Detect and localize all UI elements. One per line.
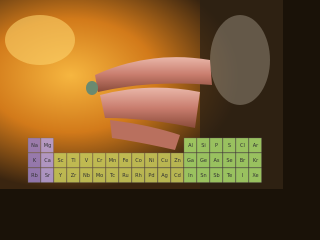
- element-symbol: Br: [240, 158, 246, 164]
- element-symbol: Y: [58, 173, 63, 179]
- element-symbol: Al: [188, 143, 193, 149]
- element-symbol: Sr: [45, 173, 51, 179]
- element-cell: [105, 167, 119, 183]
- element-symbol: Rb: [31, 173, 38, 179]
- element-cell: [118, 167, 132, 183]
- element-symbol: Cr: [97, 158, 103, 164]
- photo: Na Mg Al Si P S Cl Ar K Ca Sc Ti V Cr Mn Fe Co Ni Cu Zn Ga Ge…: [0, 0, 283, 189]
- element-symbol: In: [188, 173, 193, 179]
- bacon: [86, 57, 212, 150]
- element-symbol: Te: [226, 173, 232, 179]
- element-symbol: Tc: [109, 173, 115, 179]
- element-cell: [170, 152, 184, 168]
- bacon-slice: [110, 120, 180, 150]
- element-symbol: I: [242, 173, 243, 179]
- element-cell: [183, 152, 197, 168]
- element-cell: [209, 152, 223, 168]
- element-cell: [157, 167, 171, 183]
- element-symbol: Fe: [123, 158, 129, 164]
- element-symbol: Zr: [71, 173, 77, 179]
- element-cell: [27, 137, 41, 153]
- element-cell: [118, 152, 132, 168]
- element-symbol: Mn: [109, 158, 116, 164]
- element-cell: [248, 152, 262, 168]
- element-symbol: Zn: [174, 158, 181, 164]
- element-symbol: Rh: [135, 173, 142, 179]
- element-symbol: Cl: [240, 143, 245, 149]
- element-symbol: Cd: [174, 173, 181, 179]
- element-symbol: P: [215, 143, 218, 149]
- element-symbol: Mo: [96, 173, 103, 179]
- element-cell: [92, 152, 106, 168]
- element-cell: [196, 152, 210, 168]
- element-symbol: Cu: [161, 158, 168, 164]
- element-cell: [144, 167, 158, 183]
- bacon-slice: [100, 87, 200, 128]
- page: Na Mg Al Si P S Cl Ar K Ca Sc Ti V Cr Mn Fe Co Ni Cu Zn Ga Ge…: [0, 0, 283, 189]
- element-cell: [209, 137, 223, 153]
- element-cell: [53, 167, 67, 183]
- element-symbol: Ge: [200, 158, 207, 164]
- element-symbol: Ca: [44, 158, 51, 164]
- element-cell: [27, 152, 41, 168]
- element-cell: [27, 167, 41, 183]
- bacon-slice: [95, 57, 212, 92]
- element-cell: [40, 137, 54, 153]
- element-cell: [235, 137, 249, 153]
- element-symbol: Na: [31, 143, 38, 149]
- element-symbol: V: [85, 158, 89, 164]
- element-symbol: Ru: [122, 173, 128, 179]
- element-symbol: Xe: [252, 173, 258, 179]
- element-symbol: Si: [201, 143, 206, 149]
- element-symbol: As: [213, 158, 219, 164]
- element-cell: [79, 167, 93, 183]
- element-symbol: Sb: [213, 173, 219, 179]
- element-cell: [222, 167, 236, 183]
- element-cell: [222, 152, 236, 168]
- element-symbol: Mg: [44, 143, 52, 149]
- element-cell: [248, 167, 262, 183]
- element-symbol: Sn: [200, 173, 206, 179]
- element-cell: [131, 152, 145, 168]
- element-symbol: Sc: [58, 158, 64, 164]
- element-cell: [66, 152, 80, 168]
- periodic-table: Na Mg Al Si P S Cl Ar K Ca Sc Ti V Cr Mn Fe Co Ni Cu Zn Ga Ge…: [27, 137, 262, 183]
- element-cell: [40, 167, 54, 183]
- element-cell: [144, 152, 158, 168]
- element-cell: [235, 167, 249, 183]
- element-symbol: Ti: [70, 158, 75, 164]
- element-cell: [196, 137, 210, 153]
- element-cell: [222, 137, 236, 153]
- reflection: [210, 15, 270, 105]
- element-cell: [92, 167, 106, 183]
- element-symbol: S: [228, 143, 231, 149]
- element-cell: [105, 152, 119, 168]
- element-symbol: Nb: [83, 173, 90, 179]
- element-symbol: Ar: [253, 143, 259, 149]
- element-cell: [183, 137, 197, 153]
- element-cell: [79, 152, 93, 168]
- element-symbol: Ga: [187, 158, 194, 164]
- garnish: [86, 81, 98, 95]
- element-cell: [53, 152, 67, 168]
- element-cell: [40, 152, 54, 168]
- element-cell: [131, 167, 145, 183]
- element-cell: [248, 137, 262, 153]
- oil: [5, 15, 75, 65]
- element-symbol: Se: [226, 158, 232, 164]
- element-symbol: Ni: [149, 158, 154, 164]
- element-cell: [157, 152, 171, 168]
- element-cell: [209, 167, 223, 183]
- element-cell: [170, 167, 184, 183]
- element-cell: [66, 167, 80, 183]
- element-symbol: Ag: [161, 173, 168, 179]
- element-cell: [196, 167, 210, 183]
- element-symbol: Pd: [148, 173, 154, 179]
- element-symbol: Kr: [253, 158, 259, 164]
- element-cell: [235, 152, 249, 168]
- element-symbol: Co: [135, 158, 142, 164]
- element-cell: [183, 167, 197, 183]
- element-symbol: K: [33, 158, 37, 164]
